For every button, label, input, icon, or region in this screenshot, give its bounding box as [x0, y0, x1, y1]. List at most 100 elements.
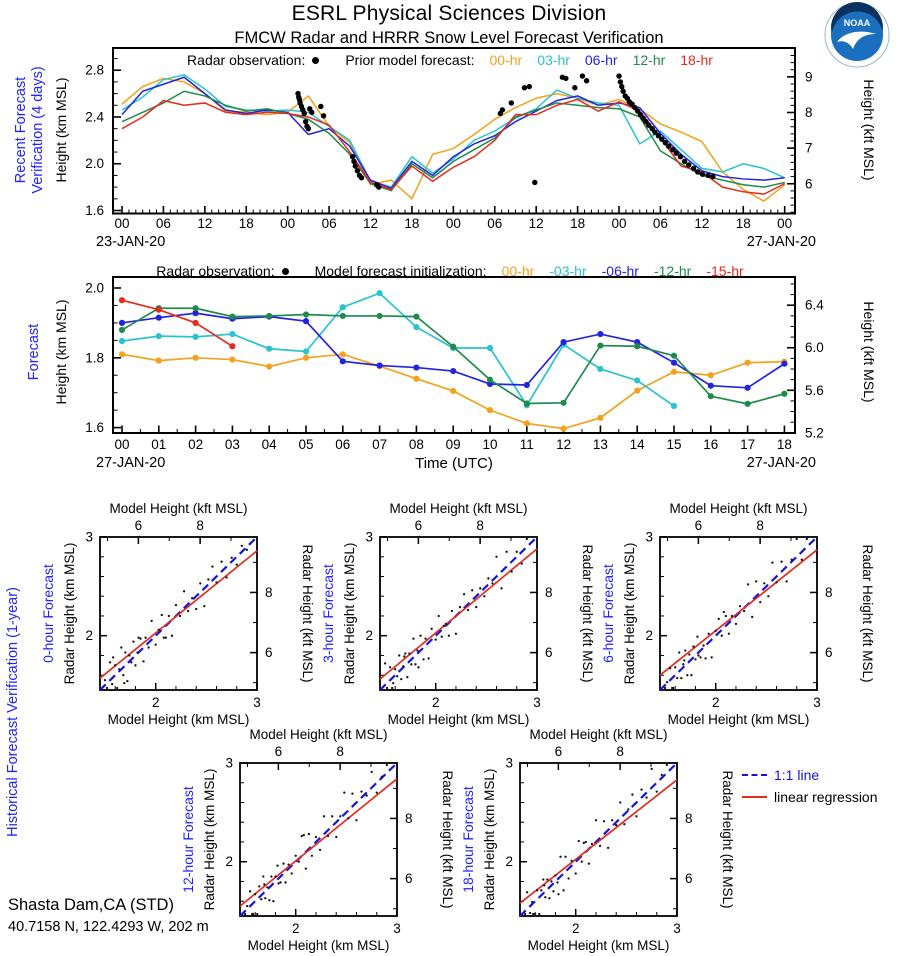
scatter-point [422, 658, 425, 661]
radar-observation-dot [563, 75, 569, 82]
scatter-point [412, 637, 415, 640]
svg-text:6: 6 [275, 744, 283, 759]
series-point [339, 358, 346, 365]
svg-text:00: 00 [114, 216, 129, 231]
scatter-point [215, 581, 218, 584]
scatter-point [466, 608, 470, 612]
scatter-point [225, 576, 228, 579]
svg-text:Height (km MSL): Height (km MSL) [53, 299, 69, 404]
scatter-point [640, 788, 643, 791]
scatter-point [780, 560, 783, 563]
scatter-point [727, 632, 731, 635]
series-point [670, 359, 678, 366]
scatter-point [562, 889, 565, 892]
scatter-point [279, 881, 282, 884]
svg-text:1.6: 1.6 [85, 203, 104, 218]
radar-observation-dot [579, 73, 586, 79]
radar-observation-dot [572, 85, 578, 91]
scatter-point [574, 872, 577, 875]
scatter-point [326, 834, 330, 838]
scatter-point [598, 844, 602, 848]
svg-text:Radar Height (kft MSL): Radar Height (kft MSL) [300, 544, 315, 682]
svg-text:8: 8 [405, 811, 413, 826]
svg-text:Radar Height (km MSL): Radar Height (km MSL) [342, 543, 357, 685]
series-point [339, 351, 346, 358]
scatter-point [235, 563, 238, 566]
svg-text:00: 00 [446, 216, 461, 231]
scatter-point [550, 880, 553, 883]
svg-text:6: 6 [825, 645, 833, 660]
series--15-hr [121, 299, 233, 348]
scatter-point [746, 583, 750, 586]
scatter-point [404, 652, 407, 655]
radar-observation-dot [686, 162, 692, 168]
series-point [413, 364, 420, 371]
scatter-6h: 2 2 3 3 6 6 8 8 Model Height (kft MSL) Model Heig… [600, 501, 875, 727]
svg-text:3: 3 [253, 695, 261, 710]
scatter-point [714, 629, 717, 632]
series-point [302, 354, 310, 361]
scatter-point [767, 595, 770, 598]
scatter-point [544, 896, 547, 899]
svg-text:Model Height (kft MSL): Model Height (kft MSL) [669, 501, 807, 516]
scatter-point [220, 560, 223, 563]
scatter-point [126, 679, 129, 683]
scatter-point [385, 686, 389, 690]
scatter-point [191, 597, 194, 600]
svg-text:6-hour Forecast: 6-hour Forecast [600, 564, 616, 663]
scatter-point [195, 607, 198, 611]
svg-text:Radar Height (kft MSL): Radar Height (kft MSL) [720, 770, 735, 908]
series-point [486, 407, 494, 414]
svg-text:12: 12 [529, 216, 544, 231]
scatter-point [256, 912, 259, 916]
legend-item-03hr: 03-hr [537, 52, 570, 68]
scatter-point [552, 890, 555, 893]
scatter-point [707, 632, 710, 635]
scatter-point [692, 645, 695, 648]
svg-text:06: 06 [322, 216, 337, 231]
scatter-point [300, 834, 303, 838]
series-point [634, 377, 641, 384]
svg-text:06: 06 [335, 437, 350, 452]
svg-text:3: 3 [645, 530, 653, 545]
scatter-point [546, 878, 549, 881]
scatter-point [683, 659, 686, 662]
svg-text:Model Height (km MSL): Model Height (km MSL) [388, 712, 530, 727]
svg-text:3: 3 [85, 530, 93, 545]
svg-text:6: 6 [135, 518, 143, 533]
scatter-point [722, 610, 725, 614]
scatter-point [203, 604, 206, 608]
series-point [450, 367, 457, 375]
scatter-legend: 1:1 line linear regression [742, 765, 878, 809]
radar-observation-dot [616, 73, 622, 79]
svg-text:0-hour Forecast: 0-hour Forecast [40, 564, 56, 663]
scatter-point [680, 677, 683, 680]
scatter-point [751, 615, 754, 619]
svg-text:04: 04 [262, 437, 278, 452]
svg-text:6: 6 [405, 871, 413, 886]
series-point [560, 399, 567, 406]
scatter-point [627, 808, 630, 811]
series-point [670, 402, 678, 410]
station-info: Shasta Dam,CA (STD) 40.7158 N, 122.4293 … [8, 896, 209, 935]
scatter-point [120, 646, 123, 649]
scatter-point [619, 801, 622, 804]
scatter-point [510, 570, 513, 573]
radar-observation-dot [645, 122, 652, 128]
scatter-point [487, 577, 490, 580]
scatter-point [724, 614, 727, 618]
scatter-point [406, 676, 409, 679]
scatter-point [475, 605, 478, 609]
radar-observation-dot [699, 171, 706, 177]
radar-observation-dot [352, 163, 359, 169]
svg-text:Time (UTC): Time (UTC) [415, 455, 493, 472]
series-point [781, 390, 788, 397]
scatter-point [742, 609, 746, 613]
series-point [192, 310, 199, 317]
svg-text:8: 8 [265, 585, 273, 600]
series-point [192, 319, 199, 326]
scatter-point [704, 657, 707, 660]
scatter-point [118, 668, 121, 671]
series-point [707, 393, 714, 400]
